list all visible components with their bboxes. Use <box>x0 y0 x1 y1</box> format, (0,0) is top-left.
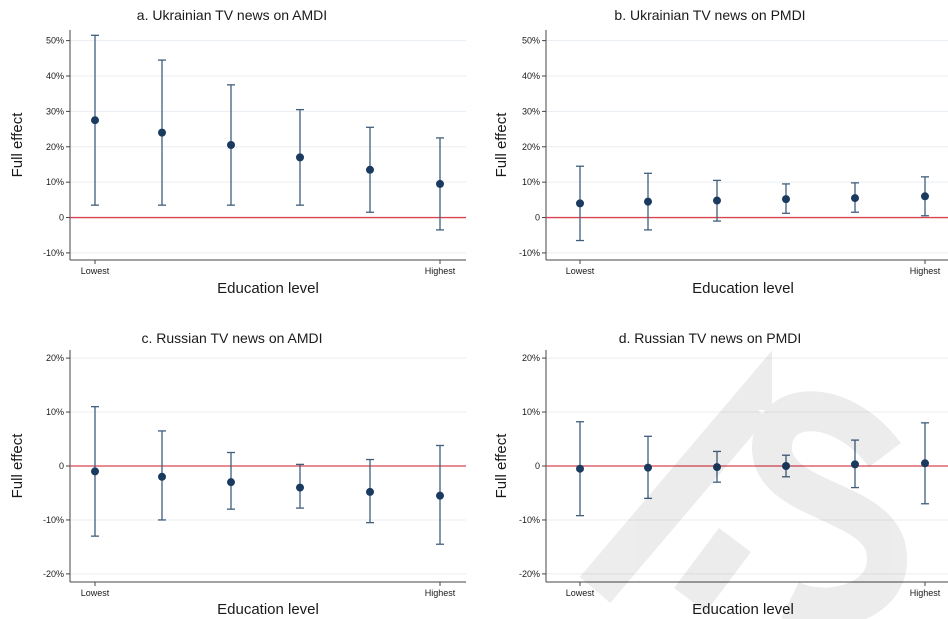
estimate-point <box>644 197 652 206</box>
estimate-point <box>366 487 374 496</box>
estimate-point <box>851 194 859 203</box>
y-tick-label: 50% <box>46 36 64 46</box>
y-tick-label: 50% <box>522 36 540 46</box>
estimate-point <box>851 460 859 469</box>
y-tick-label: 10% <box>522 407 540 417</box>
y-tick-label: 0 <box>59 213 64 223</box>
estimate-point <box>158 472 166 481</box>
panel-d: -20% -10% 0 10% 20% Lowest Highest d. Russian T… <box>493 330 948 618</box>
estimate-point <box>158 128 166 137</box>
y-tick-label: 10% <box>46 407 64 417</box>
panel-title: c. Russian TV news on AMDI <box>141 330 322 346</box>
y-tick-label: 20% <box>46 142 64 152</box>
y-axis-label: Full effect <box>9 112 26 178</box>
y-tick-label: -10% <box>43 515 64 525</box>
estimate-point <box>296 483 304 492</box>
x-tick-highest: Highest <box>910 266 941 276</box>
panel-title: a. Ukrainian TV news on AMDI <box>137 7 327 23</box>
x-axis-label: Education level <box>217 601 319 618</box>
y-tick-label: 30% <box>46 106 64 116</box>
y-tick-label: 40% <box>46 71 64 81</box>
panel-a: -10% 0 10% 20% 30% 40% 50% Lowest Highest a. Ukra… <box>9 7 466 297</box>
x-tick-lowest: Lowest <box>81 588 110 598</box>
x-tick-highest: Highest <box>425 266 456 276</box>
x-tick-lowest: Lowest <box>566 588 595 598</box>
estimate-point <box>227 478 235 487</box>
estimate-point <box>576 464 584 473</box>
y-axis-label: Full effect <box>9 433 26 499</box>
x-tick-lowest: Lowest <box>566 266 595 276</box>
x-tick-highest: Highest <box>910 588 941 598</box>
panel-b: -10% 0 10% 20% 30% 40% 50% Lowest Highest b. Ukra… <box>493 7 948 297</box>
estimate-point <box>91 116 99 125</box>
x-tick-lowest: Lowest <box>81 266 110 276</box>
y-tick-label: 30% <box>522 106 540 116</box>
y-axis-label: Full effect <box>493 112 510 178</box>
y-tick-label: 40% <box>522 71 540 81</box>
y-tick-label: 20% <box>522 353 540 363</box>
x-axis-label: Education level <box>692 280 794 297</box>
estimate-point <box>576 199 584 208</box>
x-tick-highest: Highest <box>425 588 456 598</box>
y-tick-label: -20% <box>519 569 540 579</box>
estimate-point <box>782 195 790 204</box>
estimate-point <box>436 179 444 188</box>
y-tick-label: 10% <box>46 177 64 187</box>
y-tick-label: -10% <box>43 248 64 258</box>
panel-c: -20% -10% 0 10% 20% Lowest Highest c. Russian T… <box>9 330 466 618</box>
y-tick-label: -10% <box>519 248 540 258</box>
estimate-point <box>921 192 929 201</box>
estimate-point <box>227 141 235 149</box>
estimate-point <box>713 196 721 205</box>
y-tick-label: 20% <box>522 142 540 152</box>
x-axis-label: Education level <box>692 601 794 618</box>
x-axis-label: Education level <box>217 280 319 297</box>
y-axis-label: Full effect <box>493 433 510 499</box>
estimate-point <box>921 459 929 468</box>
estimate-point <box>782 462 790 470</box>
y-tick-label: 0 <box>59 461 64 471</box>
estimate-point <box>366 165 374 174</box>
y-tick-label: 20% <box>46 353 64 363</box>
y-tick-label: -10% <box>519 515 540 525</box>
estimate-point <box>296 153 304 162</box>
panel-title: d. Russian TV news on PMDI <box>619 330 802 346</box>
estimate-point <box>644 463 652 472</box>
y-tick-label: 0 <box>535 213 540 223</box>
y-tick-label: 10% <box>522 177 540 187</box>
y-tick-label: 0 <box>535 461 540 471</box>
estimate-point <box>713 463 721 472</box>
estimate-point <box>436 491 444 500</box>
estimate-point <box>91 467 99 476</box>
panel-title: b. Ukrainian TV news on PMDI <box>614 7 805 23</box>
y-tick-label: -20% <box>43 569 64 579</box>
